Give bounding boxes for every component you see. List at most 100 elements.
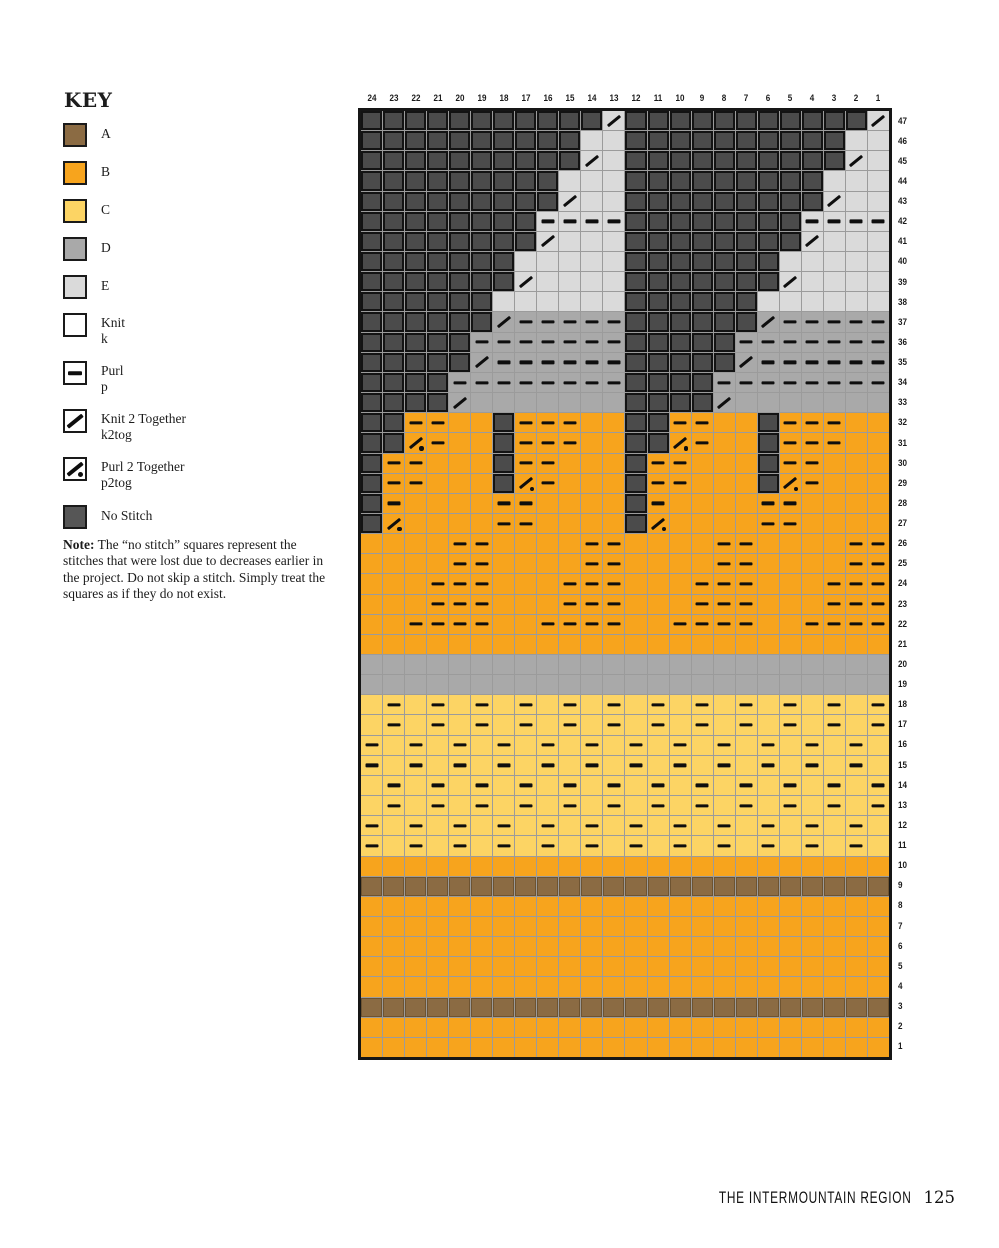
chart-cell <box>559 574 581 594</box>
purl-dash-icon <box>585 542 599 546</box>
chart-cell <box>427 735 449 755</box>
chart-cell <box>603 876 625 896</box>
chart-cell <box>361 433 383 453</box>
chart-cell <box>427 796 449 816</box>
chart-cell <box>625 272 647 292</box>
chart-cell <box>361 916 383 937</box>
chart-cell <box>559 997 581 1017</box>
chart-cell <box>427 393 449 413</box>
chart-cell <box>449 937 471 957</box>
key-swatch-knit-icon <box>63 313 87 337</box>
chart-cell <box>383 433 405 453</box>
chart-cell <box>603 957 625 977</box>
chart-cell <box>845 675 867 695</box>
purl-dash-icon <box>717 743 731 747</box>
chart-cell <box>603 856 625 876</box>
purl-dash-icon <box>563 622 577 626</box>
purl-dash-icon <box>409 743 423 747</box>
k2tog-slash-icon <box>496 315 511 329</box>
chart-cell <box>713 775 735 796</box>
chart-cell <box>823 614 845 634</box>
chart-cell <box>405 957 427 977</box>
chart-cell <box>867 997 889 1017</box>
chart-cell <box>735 937 757 957</box>
purl-dash-icon <box>431 804 445 808</box>
chart-cell <box>867 614 889 634</box>
chart-cell <box>823 272 845 292</box>
chart-cell <box>449 393 471 413</box>
chart-cell <box>427 493 449 513</box>
chart-cell <box>493 231 515 252</box>
purl-dash-icon <box>805 219 819 223</box>
chart-cell <box>427 332 449 352</box>
chart-cell <box>779 775 801 796</box>
chart-cell <box>779 332 801 352</box>
chart-cell <box>537 352 559 372</box>
chart-cell <box>515 393 537 413</box>
chart-cell <box>537 916 559 937</box>
row-number: 13 <box>898 799 907 811</box>
purl-dash-icon <box>739 582 753 586</box>
chart-cell <box>647 312 669 332</box>
chart-cell <box>537 513 559 534</box>
key-item-purl: Purl p <box>63 361 343 395</box>
chart-cell <box>647 1037 669 1057</box>
purl-dash-icon <box>387 783 401 788</box>
chart-cell <box>713 171 735 191</box>
chart-cell <box>383 272 405 292</box>
chart-cell <box>449 816 471 836</box>
chart-cell <box>801 252 823 272</box>
chart-cell <box>537 614 559 634</box>
chart-cell <box>493 957 515 977</box>
key-swatch-E-icon <box>63 275 87 299</box>
chart-cell <box>823 534 845 554</box>
chart-cell <box>757 352 779 372</box>
chart-cell <box>713 957 735 977</box>
chart-cell <box>867 675 889 695</box>
purl-dash-icon <box>827 723 841 727</box>
chart-cell <box>625 634 647 655</box>
purl-dash-icon <box>475 582 489 586</box>
p2tog-dot-icon <box>397 526 402 532</box>
purl-dash-icon <box>387 703 401 707</box>
chart-cell <box>581 755 603 775</box>
chart-cell <box>471 594 493 614</box>
chart-cell <box>449 715 471 735</box>
chart-cell <box>845 1017 867 1037</box>
chart-cell <box>493 1017 515 1037</box>
p2tog-dot-icon <box>661 526 667 532</box>
chart-cell <box>735 695 757 715</box>
purl-dash-icon <box>365 743 379 747</box>
chart-cell <box>405 292 427 312</box>
chart-cell <box>823 574 845 594</box>
row-number: 12 <box>898 819 907 831</box>
chart-cell <box>669 1037 691 1057</box>
purl-dash-icon <box>871 622 885 626</box>
purl-dash-icon <box>739 562 753 566</box>
chart-cell <box>779 755 801 775</box>
chart-cell <box>515 755 537 775</box>
chart-cell <box>669 675 691 695</box>
chart-cell <box>515 836 537 856</box>
chart-cell <box>537 594 559 614</box>
chart-cell <box>801 695 823 715</box>
chart-cell <box>845 211 867 231</box>
chart-cell <box>581 937 603 957</box>
chart-cell <box>471 775 493 796</box>
row-number: 22 <box>898 618 907 630</box>
chart-cell <box>823 312 845 332</box>
chart-cell <box>735 876 757 896</box>
chart-cell <box>779 1037 801 1057</box>
chart-cell <box>471 937 493 957</box>
column-number: 22 <box>411 93 421 104</box>
chart-cell <box>603 574 625 594</box>
chart-cell <box>691 896 713 916</box>
chart-cell <box>867 292 889 312</box>
chart-cell <box>493 614 515 634</box>
chart-cell <box>801 292 823 312</box>
key-swatch-B-icon <box>63 161 87 185</box>
chart-cell <box>383 513 405 534</box>
chart-cell <box>801 937 823 957</box>
chart-cell <box>383 171 405 191</box>
chart-cell <box>713 997 735 1017</box>
